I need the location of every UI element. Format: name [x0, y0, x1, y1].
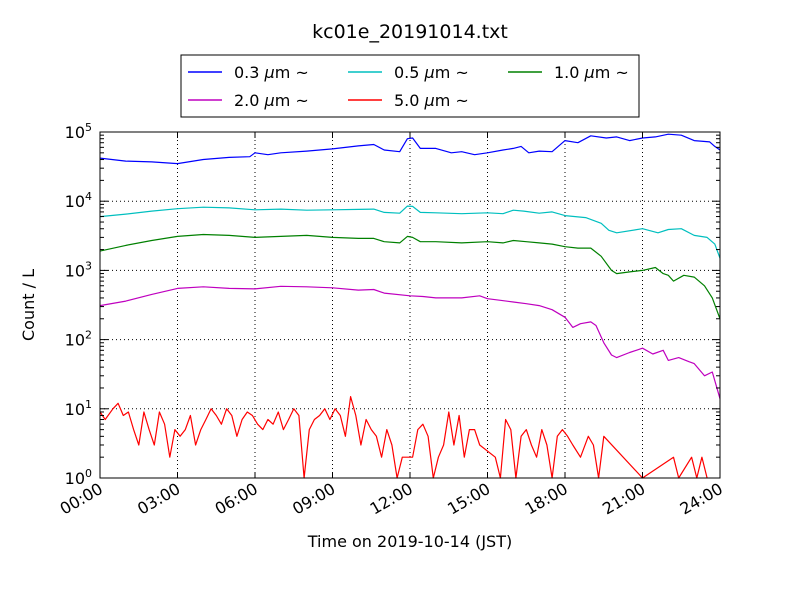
y-tick-label: 100 — [65, 467, 92, 488]
plot-area — [99, 131, 721, 479]
y-axis-label: Count / L — [19, 269, 38, 341]
series-line — [99, 285, 721, 399]
y-tick-labels: 100 101 102 103 104 105 — [65, 121, 92, 488]
y-tick-label: 103 — [65, 259, 92, 280]
series-line — [99, 205, 721, 259]
chart-title: kc01e_20191014.txt — [312, 21, 508, 43]
y-tick-label: 102 — [65, 329, 92, 350]
x-axis-label: Time on 2019-10-14 (JST) — [307, 532, 512, 551]
legend: 0.3 μm ~ 0.5 μm ~ 1.0 μm ~ 2.0 μm ~ 5.0 μm ~ — [180, 54, 640, 118]
y-tick-label: 105 — [65, 121, 92, 142]
legend-label: 1.0 μm ~ — [554, 63, 629, 82]
legend-box — [180, 54, 640, 118]
tick-layer — [99, 131, 721, 479]
y-tick-label: 104 — [65, 190, 92, 211]
series-line — [99, 133, 721, 165]
legend-label: 0.5 μm ~ — [394, 63, 469, 82]
series-line — [99, 396, 708, 479]
legend-label: 0.3 μm ~ — [234, 63, 309, 82]
series-line — [99, 233, 721, 320]
y-tick-label: 101 — [65, 398, 92, 419]
legend-label: 2.0 μm ~ — [234, 91, 309, 110]
series-layer — [99, 133, 721, 479]
legend-label: 5.0 μm ~ — [394, 91, 469, 110]
